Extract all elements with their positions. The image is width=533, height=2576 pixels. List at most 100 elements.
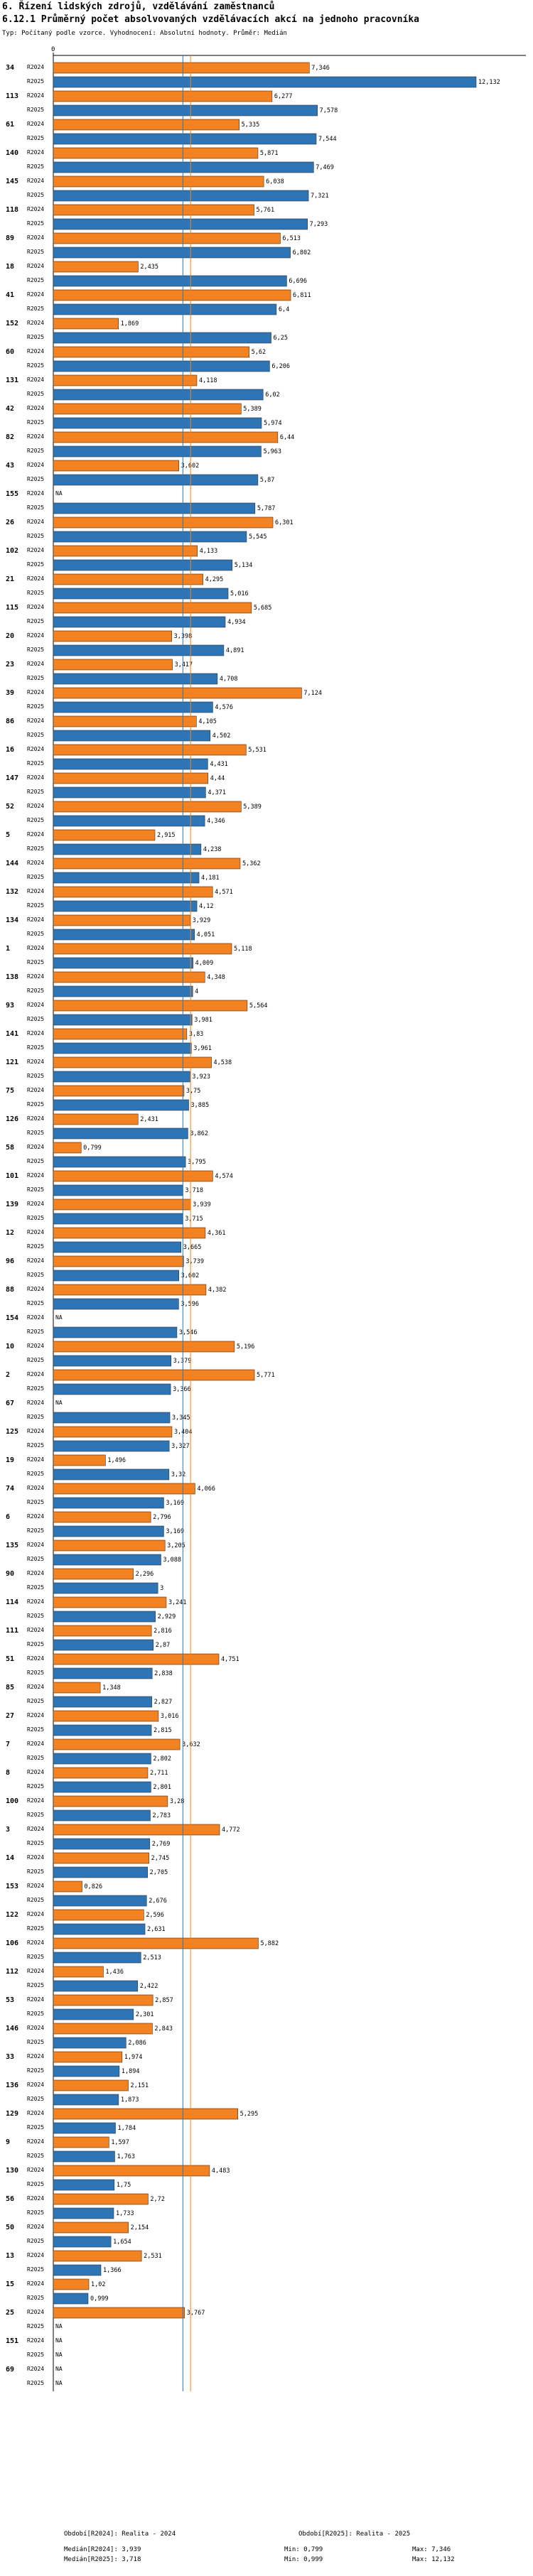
bar-value-label: 3,767 [187, 2310, 205, 2317]
series-label: R2024 [27, 291, 44, 298]
series-label: R2025 [27, 192, 44, 198]
category-label: 27 [6, 1712, 14, 1720]
bar-r2024 [53, 829, 156, 841]
series-label: R2024 [27, 2366, 44, 2372]
series-label: R2024 [27, 1002, 44, 1008]
series-label: R2025 [27, 1726, 44, 1733]
bar-value-label: 5,362 [242, 860, 261, 867]
series-label: R2024 [27, 1968, 44, 1974]
bar-value-label: 2,631 [147, 1926, 166, 1933]
bar-r2024 [53, 2221, 129, 2234]
series-label: R2024 [27, 377, 44, 383]
category-label: 129 [6, 2110, 18, 2118]
series-label: R2024 [27, 803, 44, 809]
category-label: 56 [6, 2195, 14, 2203]
series-label: R2025 [27, 249, 44, 255]
series-label: R2024 [27, 1257, 44, 1264]
series-label: R2024 [27, 1627, 44, 1633]
bar-r2025 [53, 2207, 114, 2219]
bar-r2024 [53, 2278, 90, 2290]
bar-value-label: 2,87 [156, 1642, 170, 1649]
category-label: 96 [6, 1257, 14, 1265]
bar-r2024 [53, 886, 213, 898]
bar-r2025 [53, 1980, 139, 1992]
series-label: R2025 [27, 2096, 44, 2102]
category-label: 12 [6, 1229, 14, 1237]
category-label: 58 [6, 1144, 14, 1152]
bar-r2024 [53, 460, 179, 472]
series-label: R2025 [27, 1868, 44, 1875]
bar-r2024 [53, 545, 198, 557]
series-label: R2025 [27, 1840, 44, 1846]
series-label: R2024 [27, 2224, 44, 2230]
bar-value-label: 0,826 [85, 1883, 103, 1890]
bar-r2025 [53, 701, 213, 713]
bar-value-label: 6,301 [275, 519, 294, 526]
category-label: 23 [6, 661, 14, 669]
bar-value-label: 4,431 [210, 761, 228, 768]
category-label: 147 [6, 774, 18, 782]
bar-r2024 [53, 1511, 151, 1523]
bar-value-label: 6,811 [293, 292, 311, 299]
bar-value-label: 2,676 [149, 1898, 167, 1905]
bar-r2024 [53, 1937, 259, 1949]
bar-value-label: 7,293 [310, 221, 328, 228]
series-label: R2024 [27, 575, 44, 582]
category-label: 15 [6, 2280, 14, 2288]
category-label: 151 [6, 2337, 18, 2345]
bar-value-label: 3,602 [181, 462, 200, 470]
bar-r2025 [53, 872, 200, 884]
bar-value-label: 2,435 [140, 264, 158, 271]
category-label: 75 [6, 1087, 14, 1095]
series-label: R2024 [27, 2025, 44, 2031]
series-label: R2025 [27, 78, 44, 85]
bar-value-label: 4,066 [197, 1485, 215, 1493]
bar-r2024 [53, 1341, 235, 1353]
series-label: R2024 [27, 604, 44, 610]
bar-r2024 [53, 1852, 149, 1864]
category-label: 132 [6, 888, 18, 896]
bar-r2025 [53, 1554, 161, 1566]
bar-value-label: 3,602 [181, 1272, 200, 1279]
bar-r2024 [53, 1028, 188, 1040]
bar-value-label: 2,531 [144, 2253, 162, 2260]
series-label: R2025 [27, 2153, 44, 2159]
bar-value-label: 2,769 [152, 1841, 171, 1848]
series-label: R2024 [27, 206, 44, 212]
category-label: 102 [6, 547, 18, 555]
bar-value-label: 7,544 [318, 136, 337, 143]
bar-r2025 [53, 1952, 141, 1964]
category-label: 61 [6, 121, 14, 129]
bar-value-label: 7,578 [320, 107, 338, 114]
bar-value-label: 3,28 [170, 1798, 184, 1805]
bar-value-label: 4,576 [215, 704, 233, 711]
category-label: 6 [6, 1513, 10, 1521]
bar-value-label: 1,784 [117, 2125, 136, 2132]
series-label: R2024 [27, 945, 44, 951]
bar-r2024 [53, 403, 242, 415]
bar-value-label: 1,654 [113, 2239, 131, 2246]
series-label: R2025 [27, 675, 44, 681]
bar-value-label: 2,838 [154, 1670, 173, 1677]
series-label: R2025 [27, 646, 44, 653]
bar-value-label: 1,974 [124, 2054, 143, 2061]
bar-value-label: 2,72 [150, 2196, 164, 2203]
bar-value-label: 2,596 [146, 1912, 164, 1919]
bar-value-label: 3,241 [168, 1599, 187, 1606]
bar-value-label: 6,513 [282, 235, 301, 242]
series-label: R2025 [27, 1954, 44, 1960]
series-label: R2025 [27, 760, 44, 767]
series-label: R2024 [27, 1371, 44, 1378]
bar-r2024 [53, 715, 197, 727]
series-label: R2024 [27, 263, 44, 269]
bar-value-label: 6,696 [289, 278, 307, 285]
series-label: R2024 [27, 1826, 44, 1832]
bar-value-label: 4,44 [210, 775, 225, 782]
bar-value-label: 3,417 [175, 661, 193, 669]
series-label: R2025 [27, 703, 44, 710]
bar-value-label: 3,016 [161, 1713, 179, 1720]
bar-value-label: 2,296 [136, 1571, 154, 1578]
bar-value-label: 2,783 [152, 1812, 171, 1819]
series-label: R2024 [27, 1115, 44, 1122]
bar-value-label: 2,422 [140, 1983, 158, 1990]
